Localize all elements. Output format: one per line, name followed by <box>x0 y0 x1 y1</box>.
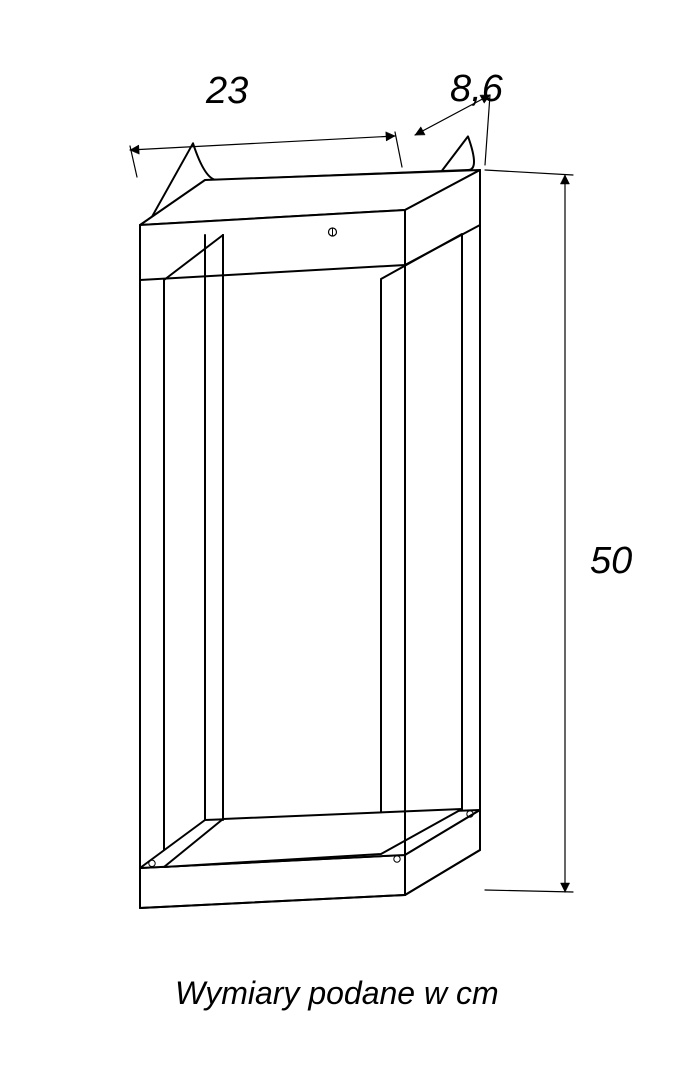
dim-depth-label: 8,6 <box>450 68 503 111</box>
dim-width-label: 23 <box>206 70 248 113</box>
drawing-canvas: 23 8,6 50 Wymiary podane w cm <box>0 0 699 1080</box>
dim-height-label: 50 <box>590 540 632 583</box>
caption-text: Wymiary podane w cm <box>175 975 499 1012</box>
